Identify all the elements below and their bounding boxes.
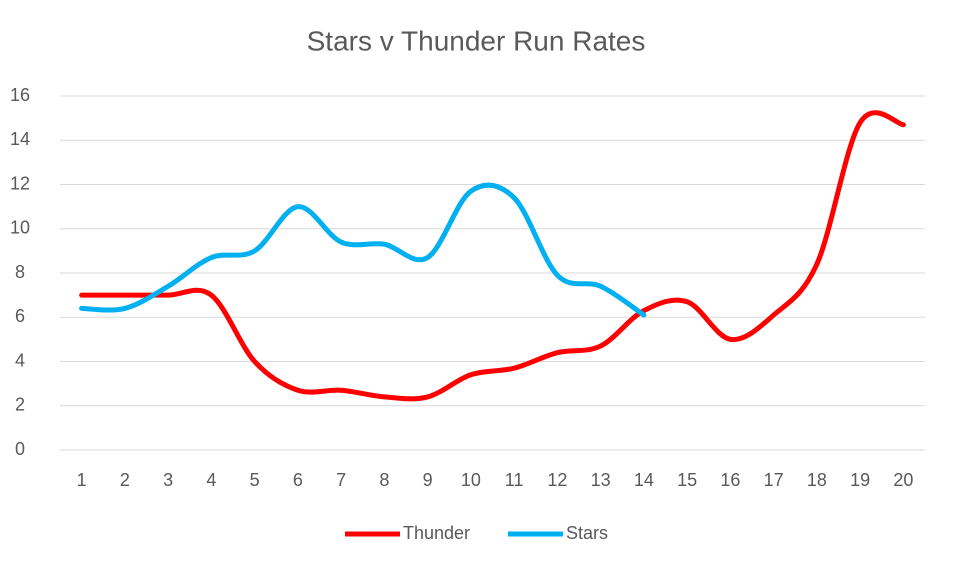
x-tick-label: 1 [77, 470, 87, 490]
y-tick-label: 16 [10, 85, 30, 105]
x-tick-label: 12 [547, 470, 567, 490]
x-tick-label: 20 [893, 470, 913, 490]
x-tick-label: 5 [250, 470, 260, 490]
series-line [79, 110, 906, 402]
y-tick-label: 2 [15, 395, 25, 415]
x-tick-label: 4 [206, 470, 216, 490]
chart-title: Stars v Thunder Run Rates [307, 25, 646, 56]
x-tick-label: 6 [293, 470, 303, 490]
series-line [79, 182, 647, 318]
x-tick-label: 9 [423, 470, 433, 490]
y-tick-label: 4 [15, 350, 25, 370]
y-tick-label: 6 [15, 306, 25, 326]
y-tick-label: 10 [10, 218, 30, 238]
x-tick-label: 8 [379, 470, 389, 490]
x-tick-label: 17 [764, 470, 784, 490]
x-tick-label: 16 [720, 470, 740, 490]
x-tick-label: 2 [120, 470, 130, 490]
x-tick-label: 10 [461, 470, 481, 490]
x-tick-label: 11 [505, 470, 524, 490]
x-tick-label: 14 [634, 470, 654, 490]
y-tick-label: 12 [10, 173, 30, 193]
legend-label: Thunder [403, 523, 470, 543]
x-tick-label: 3 [163, 470, 173, 490]
y-tick-label: 8 [15, 262, 25, 282]
x-tick-label: 18 [807, 470, 827, 490]
y-tick-label: 14 [10, 129, 30, 149]
x-tick-label: 19 [850, 470, 870, 490]
legend-label: Stars [566, 523, 608, 543]
x-tick-label: 15 [677, 470, 697, 490]
y-tick-label: 0 [15, 439, 25, 459]
x-tick-label: 13 [591, 470, 611, 490]
x-tick-label: 7 [336, 470, 346, 490]
